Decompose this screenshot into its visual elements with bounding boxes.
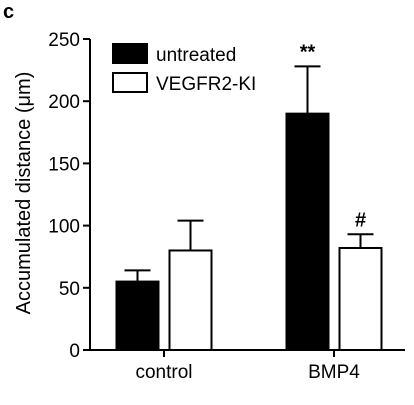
y-tick-label: 0 (69, 341, 80, 362)
significance-marker: # (355, 209, 366, 231)
error-bars-layer (124, 65, 374, 282)
y-tick-label: 250 (48, 30, 80, 51)
legend-swatch (112, 43, 148, 64)
bar-vegfr2-ki-bmp4 (338, 246, 383, 352)
legend: untreated VEGFR2-KI (112, 43, 256, 95)
legend-label: untreated (156, 45, 236, 66)
y-tick-label: 50 (59, 279, 80, 300)
y-tick-label: 200 (48, 92, 80, 113)
bars-layer (115, 112, 383, 352)
annotations-layer: ** # (300, 41, 366, 231)
legend-label: VEGFR2-KI (156, 74, 256, 95)
significance-marker: ** (300, 41, 316, 63)
y-tick-label: 100 (48, 217, 80, 238)
panel-letter: c (3, 1, 14, 23)
y-tick-label: 150 (48, 154, 80, 175)
y-axis-title: Accumulated distance (μm) (13, 72, 35, 315)
bar-untreated-control (115, 280, 160, 351)
x-tick-label: control (135, 362, 192, 383)
x-tick-label: BMP4 (308, 362, 360, 383)
bar-vegfr2-ki-control (168, 249, 213, 351)
legend-swatch (112, 72, 148, 93)
bar-untreated-bmp4 (285, 112, 330, 351)
axes: 0 50 100 150 200 250 control BMP4 (48, 30, 405, 383)
